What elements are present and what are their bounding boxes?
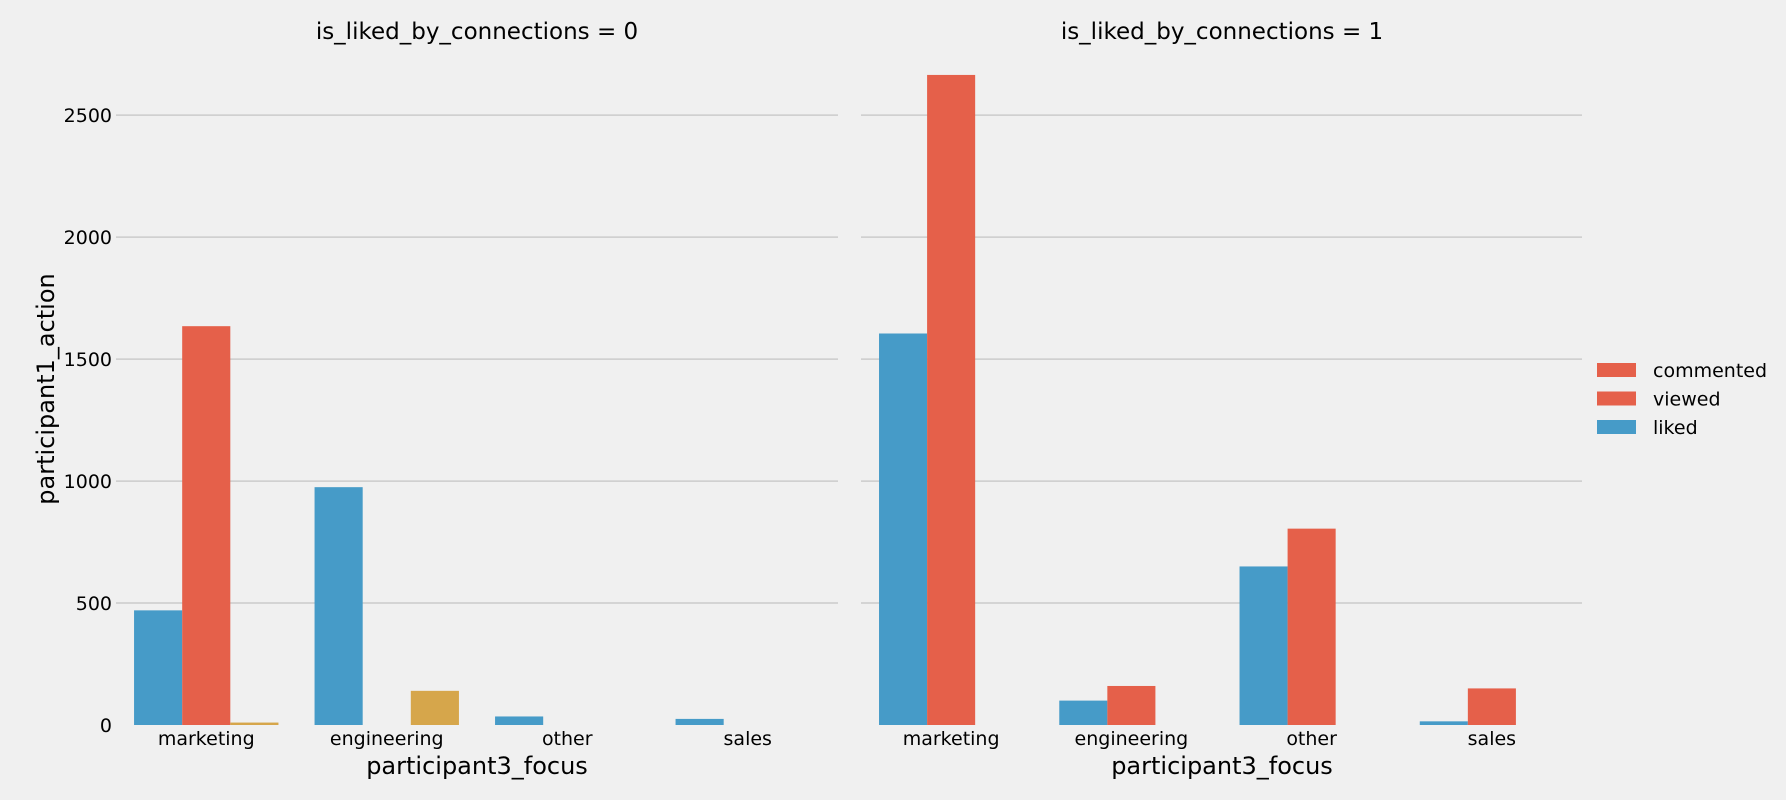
bar-liked-other (1239, 566, 1288, 725)
x-tick-label: sales (724, 728, 772, 750)
x-tick-label: sales (1468, 728, 1516, 750)
legend-label-commented: commented (1653, 360, 1767, 382)
x-tick-label: other (1286, 728, 1337, 750)
bar-commented-marketing (230, 722, 279, 725)
x-tick-label: other (542, 728, 593, 750)
bar-viewed-other (1287, 528, 1336, 725)
bar-commented-engineering (410, 690, 459, 725)
y-tick-label: 2000 (64, 227, 112, 249)
y-tick-label: 500 (76, 593, 112, 615)
bar-liked-marketing (879, 333, 928, 725)
bars (879, 74, 1516, 725)
legend-label-liked: liked (1653, 417, 1698, 439)
panel-liked-by-connections-1: is_liked_by_connections = 1 marketing eng… (861, 19, 1582, 780)
bar-viewed-sales (1467, 688, 1516, 725)
legend-swatch-liked (1597, 420, 1636, 434)
y-tick-label: 1000 (64, 471, 112, 493)
y-tick-labels: 0 500 1000 1500 2000 2500 (64, 105, 112, 737)
bar-liked-other (495, 716, 544, 725)
x-tick-label: marketing (903, 728, 1000, 750)
x-tick-label: engineering (1075, 728, 1189, 750)
panel-liked-by-connections-0: is_liked_by_connections = 0 marketing eng… (116, 19, 838, 780)
panel-title: is_liked_by_connections = 1 (1061, 19, 1383, 45)
bar-viewed-marketing (182, 326, 231, 725)
bar-liked-engineering (1059, 700, 1108, 725)
bar-viewed-marketing (927, 74, 976, 725)
bars (134, 326, 724, 725)
panel-title: is_liked_by_connections = 0 (316, 19, 638, 45)
grid (116, 114, 838, 604)
bar-liked-marketing (134, 610, 183, 725)
x-axis-label: participant3_focus (1111, 752, 1333, 780)
x-tick-labels: marketing engineering other sales (903, 728, 1516, 750)
legend-swatch-viewed (1597, 391, 1636, 406)
y-tick-label: 1500 (64, 349, 112, 371)
x-tick-label: marketing (158, 728, 255, 750)
x-tick-label: engineering (330, 728, 444, 750)
grid (861, 114, 1582, 604)
y-tick-label: 2500 (64, 105, 112, 127)
bar-liked-sales (1419, 721, 1468, 725)
legend: commented viewed liked (1597, 360, 1767, 439)
bar-liked-engineering (314, 487, 363, 725)
legend-label-viewed: viewed (1653, 389, 1721, 411)
x-tick-labels: marketing engineering other sales (158, 728, 772, 750)
bar-viewed-engineering (1107, 685, 1156, 725)
x-axis-label: participant3_focus (366, 752, 588, 780)
y-tick-label: 0 (100, 715, 112, 737)
y-axis-label: participant1_action (32, 273, 60, 504)
legend-swatch-commented (1597, 363, 1636, 377)
bar-liked-sales (675, 718, 724, 725)
